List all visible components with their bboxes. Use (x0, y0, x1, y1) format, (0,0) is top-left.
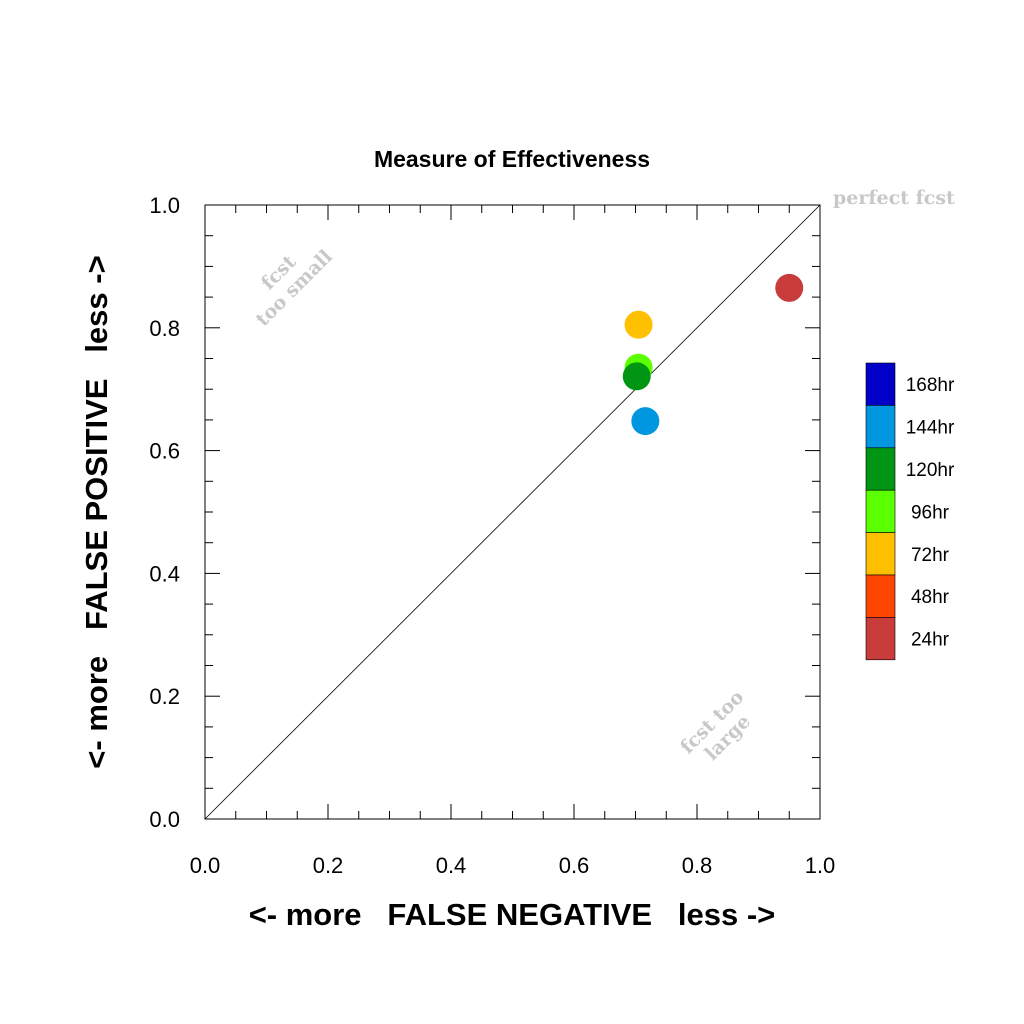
chart-title: Measure of Effectiveness (374, 146, 650, 172)
y-axis-title: <- more FALSE POSITIVE less -> (79, 255, 114, 768)
axis-ticks (204, 204, 821, 820)
tick-labels: 0.0 0.2 0.4 0.6 0.8 1.0 0.0 0.2 0.4 0.6 0.8 1.0 (149, 193, 835, 878)
x-tick-label: 0.8 (682, 853, 713, 878)
y-tick-label: 0.8 (149, 316, 180, 341)
legend-label: 168hr (906, 375, 955, 396)
legend-swatch (865, 489, 896, 533)
legend-swatch (865, 405, 896, 449)
legend-swatch (865, 447, 896, 491)
legend-label: 48hr (911, 587, 950, 608)
data-point (631, 407, 660, 436)
legend-label: 24hr (911, 630, 950, 651)
plot-area: 0.0 0.2 0.4 0.6 0.8 1.0 0.0 0.2 0.4 0.6 0.8 1.0 (149, 193, 835, 878)
data-point (775, 273, 804, 302)
legend-swatch (865, 617, 896, 661)
legend-label: 144hr (906, 418, 955, 439)
legend-swatch (865, 574, 896, 618)
legend-swatch (865, 532, 896, 576)
y-tick-label: 0.4 (149, 561, 180, 586)
x-axis-title: <- more FALSE NEGATIVE less -> (249, 897, 776, 932)
legend-label: 96hr (911, 502, 950, 523)
y-tick-label: 0.0 (149, 807, 180, 832)
data-points (622, 273, 804, 436)
too-small-note: fcst too small (252, 246, 337, 331)
too-small-note-line2: too small (252, 246, 337, 331)
data-point (622, 362, 651, 391)
too-large-note: fcst too large (676, 686, 755, 765)
y-tick-label: 1.0 (149, 193, 180, 218)
x-tick-label: 0.6 (559, 853, 590, 878)
x-tick-label: 0.2 (313, 853, 344, 878)
x-tick-label: 1.0 (805, 853, 836, 878)
perfect-forecast-diagonal (204, 204, 821, 820)
perfect-forecast-note: perfect fcst (833, 187, 955, 209)
legend-label: 120hr (906, 460, 955, 481)
x-tick-label: 0.4 (436, 853, 467, 878)
x-tick-label: 0.0 (190, 853, 221, 878)
data-point (624, 310, 653, 339)
legend-label: 72hr (911, 545, 950, 566)
legend-swatch (865, 362, 896, 406)
y-tick-label: 0.6 (149, 439, 180, 464)
y-tick-label: 0.2 (149, 684, 180, 709)
legend: 168hr 144hr 120hr 96hr 72hr 48hr 24hr (865, 362, 955, 661)
